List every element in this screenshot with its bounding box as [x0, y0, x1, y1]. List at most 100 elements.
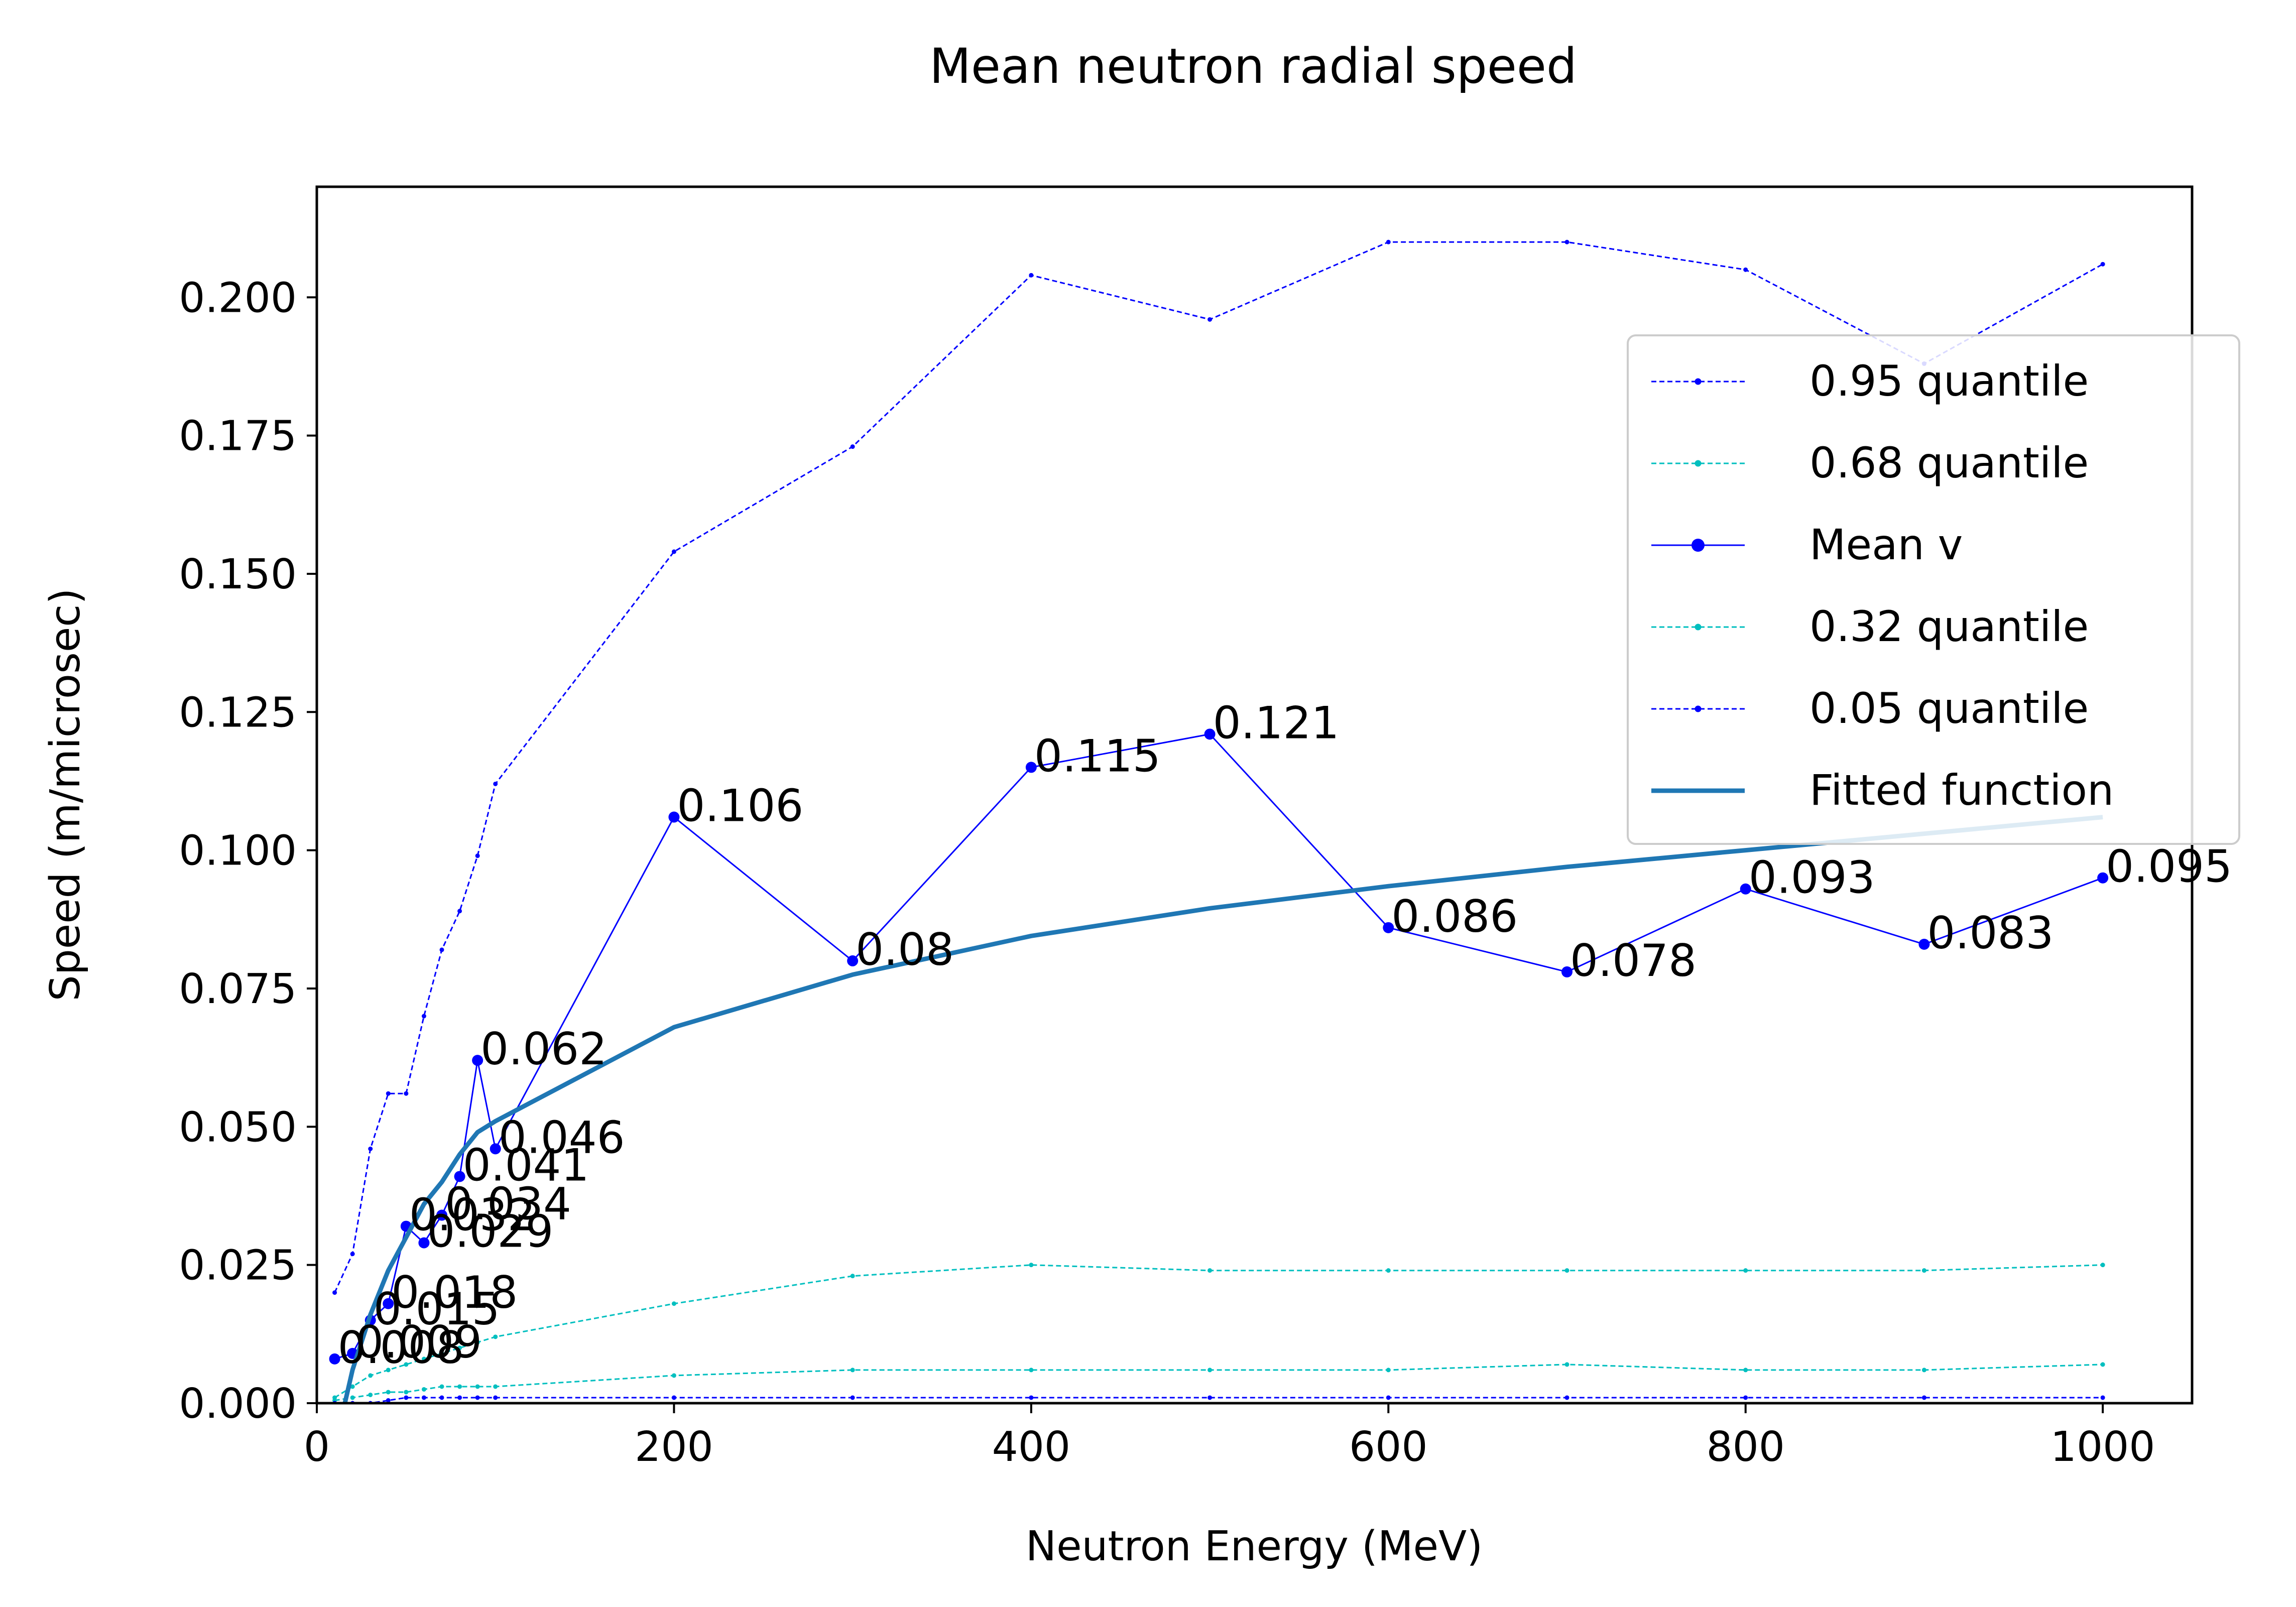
data-point-0-05-quantile — [1207, 1395, 1213, 1400]
data-point-0-68-quantile — [421, 1356, 426, 1362]
data-point-0-95-quantile — [386, 1091, 391, 1096]
data-point-mean-v — [383, 1298, 394, 1309]
data-point-0-68-quantile — [1029, 1263, 1034, 1268]
data-point-0-05-quantile — [386, 1398, 391, 1403]
data-label: 0.029 — [427, 1206, 553, 1258]
data-point-0-32-quantile — [493, 1384, 498, 1389]
data-point-0-68-quantile — [1386, 1268, 1391, 1273]
data-point-0-05-quantile — [671, 1395, 676, 1400]
data-point-0-95-quantile — [457, 909, 462, 914]
data-point-0-32-quantile — [421, 1387, 426, 1392]
data-point-0-05-quantile — [421, 1395, 426, 1400]
data-point-0-32-quantile — [475, 1384, 480, 1389]
data-point-mean-v — [1918, 938, 1930, 950]
data-point-0-68-quantile — [493, 1334, 498, 1339]
legend-label-0-05-quantile: 0.05 quantile — [1809, 684, 2089, 733]
data-point-0-32-quantile — [1564, 1362, 1569, 1367]
legend-label-0-32-quantile: 0.32 quantile — [1809, 602, 2089, 651]
data-point-mean-v — [1383, 922, 1394, 933]
data-point-mean-v — [1740, 883, 1751, 895]
data-point-0-68-quantile — [350, 1384, 355, 1389]
legend-marker-0-32-quantile — [1695, 624, 1702, 631]
data-label: 0.041 — [463, 1139, 589, 1191]
data-label: 0.018 — [391, 1267, 518, 1318]
data-point-0-68-quantile — [475, 1340, 480, 1345]
data-point-0-95-quantile — [1564, 239, 1569, 244]
data-point-mean-v — [418, 1237, 430, 1249]
data-point-0-68-quantile — [404, 1362, 409, 1367]
data-point-0-95-quantile — [1386, 239, 1391, 244]
legend-label-fitted-function: Fitted function — [1809, 766, 2114, 815]
data-point-0-05-quantile — [1743, 1395, 1748, 1400]
y-tick-label: 0.100 — [179, 827, 297, 875]
legend-label-0-95-quantile: 0.95 quantile — [1809, 356, 2089, 406]
data-point-0-95-quantile — [439, 947, 444, 952]
data-point-0-32-quantile — [386, 1390, 391, 1395]
y-axis-label: Speed (m/microsec) — [42, 588, 89, 1002]
data-point-0-32-quantile — [850, 1368, 855, 1373]
data-point-0-32-quantile — [404, 1390, 409, 1395]
data-point-mean-v — [329, 1353, 340, 1365]
y-tick-label: 0.175 — [179, 413, 297, 460]
data-point-0-05-quantile — [1564, 1395, 1569, 1400]
data-point-mean-v — [472, 1055, 484, 1066]
data-label: 0.008 — [338, 1322, 464, 1374]
data-label: 0.009 — [355, 1316, 482, 1368]
y-tick-label: 0.125 — [179, 689, 297, 736]
legend-marker-0-68-quantile — [1695, 460, 1702, 467]
data-point-mean-v — [1204, 728, 1216, 740]
data-point-0-05-quantile — [439, 1395, 444, 1400]
data-point-0-95-quantile — [1743, 267, 1748, 272]
data-point-0-95-quantile — [493, 781, 498, 786]
data-point-0-95-quantile — [850, 444, 855, 449]
data-point-0-05-quantile — [850, 1395, 855, 1400]
data-point-0-05-quantile — [475, 1395, 480, 1400]
data-point-0-32-quantile — [457, 1384, 462, 1389]
y-tick-label: 0.200 — [179, 274, 297, 322]
data-point-0-32-quantile — [368, 1392, 373, 1397]
data-point-0-05-quantile — [457, 1395, 462, 1400]
data-point-0-32-quantile — [671, 1373, 676, 1378]
data-point-0-68-quantile — [1743, 1268, 1748, 1273]
x-tick-label: 1000 — [2050, 1423, 2155, 1471]
data-point-0-95-quantile — [475, 853, 480, 858]
data-point-0-68-quantile — [439, 1351, 444, 1356]
data-point-mean-v — [1561, 966, 1573, 977]
data-point-0-95-quantile — [671, 549, 676, 554]
data-label: 0.034 — [445, 1178, 571, 1230]
x-tick-label: 400 — [992, 1423, 1071, 1471]
data-point-0-05-quantile — [2100, 1395, 2105, 1400]
data-point-0-32-quantile — [1921, 1368, 1926, 1373]
data-point-0-68-quantile — [1921, 1268, 1926, 1273]
data-label: 0.106 — [677, 780, 803, 832]
data-label: 0.078 — [1570, 935, 1697, 986]
data-label: 0.095 — [2106, 841, 2232, 893]
data-point-mean-v — [1025, 762, 1037, 773]
legend-box — [1627, 334, 2240, 845]
data-point-0-95-quantile — [2100, 262, 2105, 267]
data-point-0-68-quantile — [368, 1373, 373, 1378]
data-label: 0.086 — [1391, 891, 1518, 942]
series-line-fitted-function — [342, 815, 2103, 1403]
data-point-0-68-quantile — [457, 1345, 462, 1350]
data-point-0-32-quantile — [1386, 1368, 1391, 1373]
data-point-0-95-quantile — [332, 1290, 337, 1295]
y-tick-label: 0.025 — [179, 1242, 297, 1290]
y-tick-label: 0.150 — [179, 551, 297, 598]
data-label: 0.093 — [1749, 852, 1875, 904]
data-point-0-05-quantile — [1029, 1395, 1034, 1400]
chart-title: Mean neutron radial speed — [929, 38, 1577, 94]
legend-marker-mean-v — [1691, 539, 1705, 552]
data-point-0-95-quantile — [1207, 317, 1213, 322]
data-point-mean-v — [454, 1171, 465, 1182]
data-point-0-68-quantile — [1564, 1268, 1569, 1273]
data-point-0-68-quantile — [850, 1274, 855, 1279]
legend-marker-0-05-quantile — [1695, 705, 1702, 712]
data-label: 0.115 — [1034, 730, 1161, 782]
data-point-0-68-quantile — [671, 1301, 676, 1306]
data-point-0-32-quantile — [350, 1395, 355, 1400]
data-label: 0.062 — [480, 1023, 607, 1075]
data-point-mean-v — [847, 955, 859, 966]
data-point-mean-v — [436, 1209, 447, 1221]
